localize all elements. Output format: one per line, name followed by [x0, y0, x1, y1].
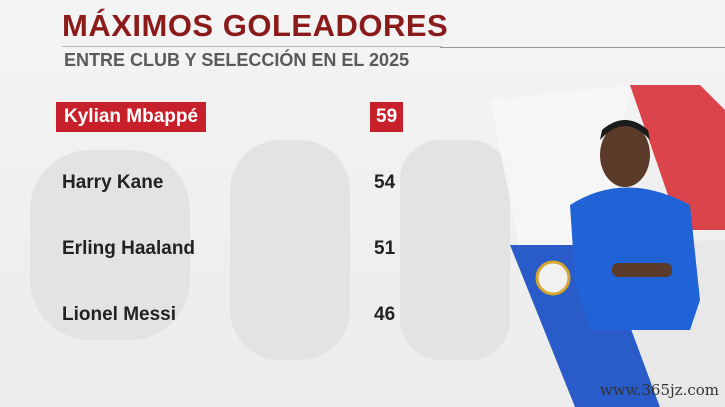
- club-crest: [535, 260, 571, 296]
- goals: 46: [374, 304, 396, 325]
- faint-logo: [30, 140, 510, 360]
- goals: 59: [370, 102, 404, 132]
- title: MÁXIMOS GOLEADORES: [62, 8, 449, 43]
- player-arm: [612, 263, 672, 277]
- player-hair: [600, 120, 650, 140]
- table-row: Harry Kane 54: [56, 168, 406, 196]
- watermark: www.365jz.com: [599, 381, 719, 399]
- player-name: Erling Haaland: [62, 238, 196, 259]
- subtitle: ENTRE CLUB Y SELECCIÓN EN EL 2025: [64, 50, 410, 70]
- red-stripe: [630, 85, 725, 230]
- table-row: Lionel Messi 46: [56, 300, 406, 328]
- player-shirt: [570, 187, 700, 330]
- player-name: Harry Kane: [62, 172, 164, 193]
- table-row: Erling Haaland 51: [56, 234, 406, 262]
- table-row: Kylian Mbappé 59: [56, 102, 406, 132]
- player-head: [600, 123, 650, 187]
- player-name: Kylian Mbappé: [56, 102, 207, 132]
- player-name: Lionel Messi: [62, 304, 177, 325]
- title-rule: [440, 47, 725, 48]
- goals: 54: [374, 172, 396, 193]
- goals: 51: [374, 238, 396, 259]
- title-rule: [62, 46, 442, 47]
